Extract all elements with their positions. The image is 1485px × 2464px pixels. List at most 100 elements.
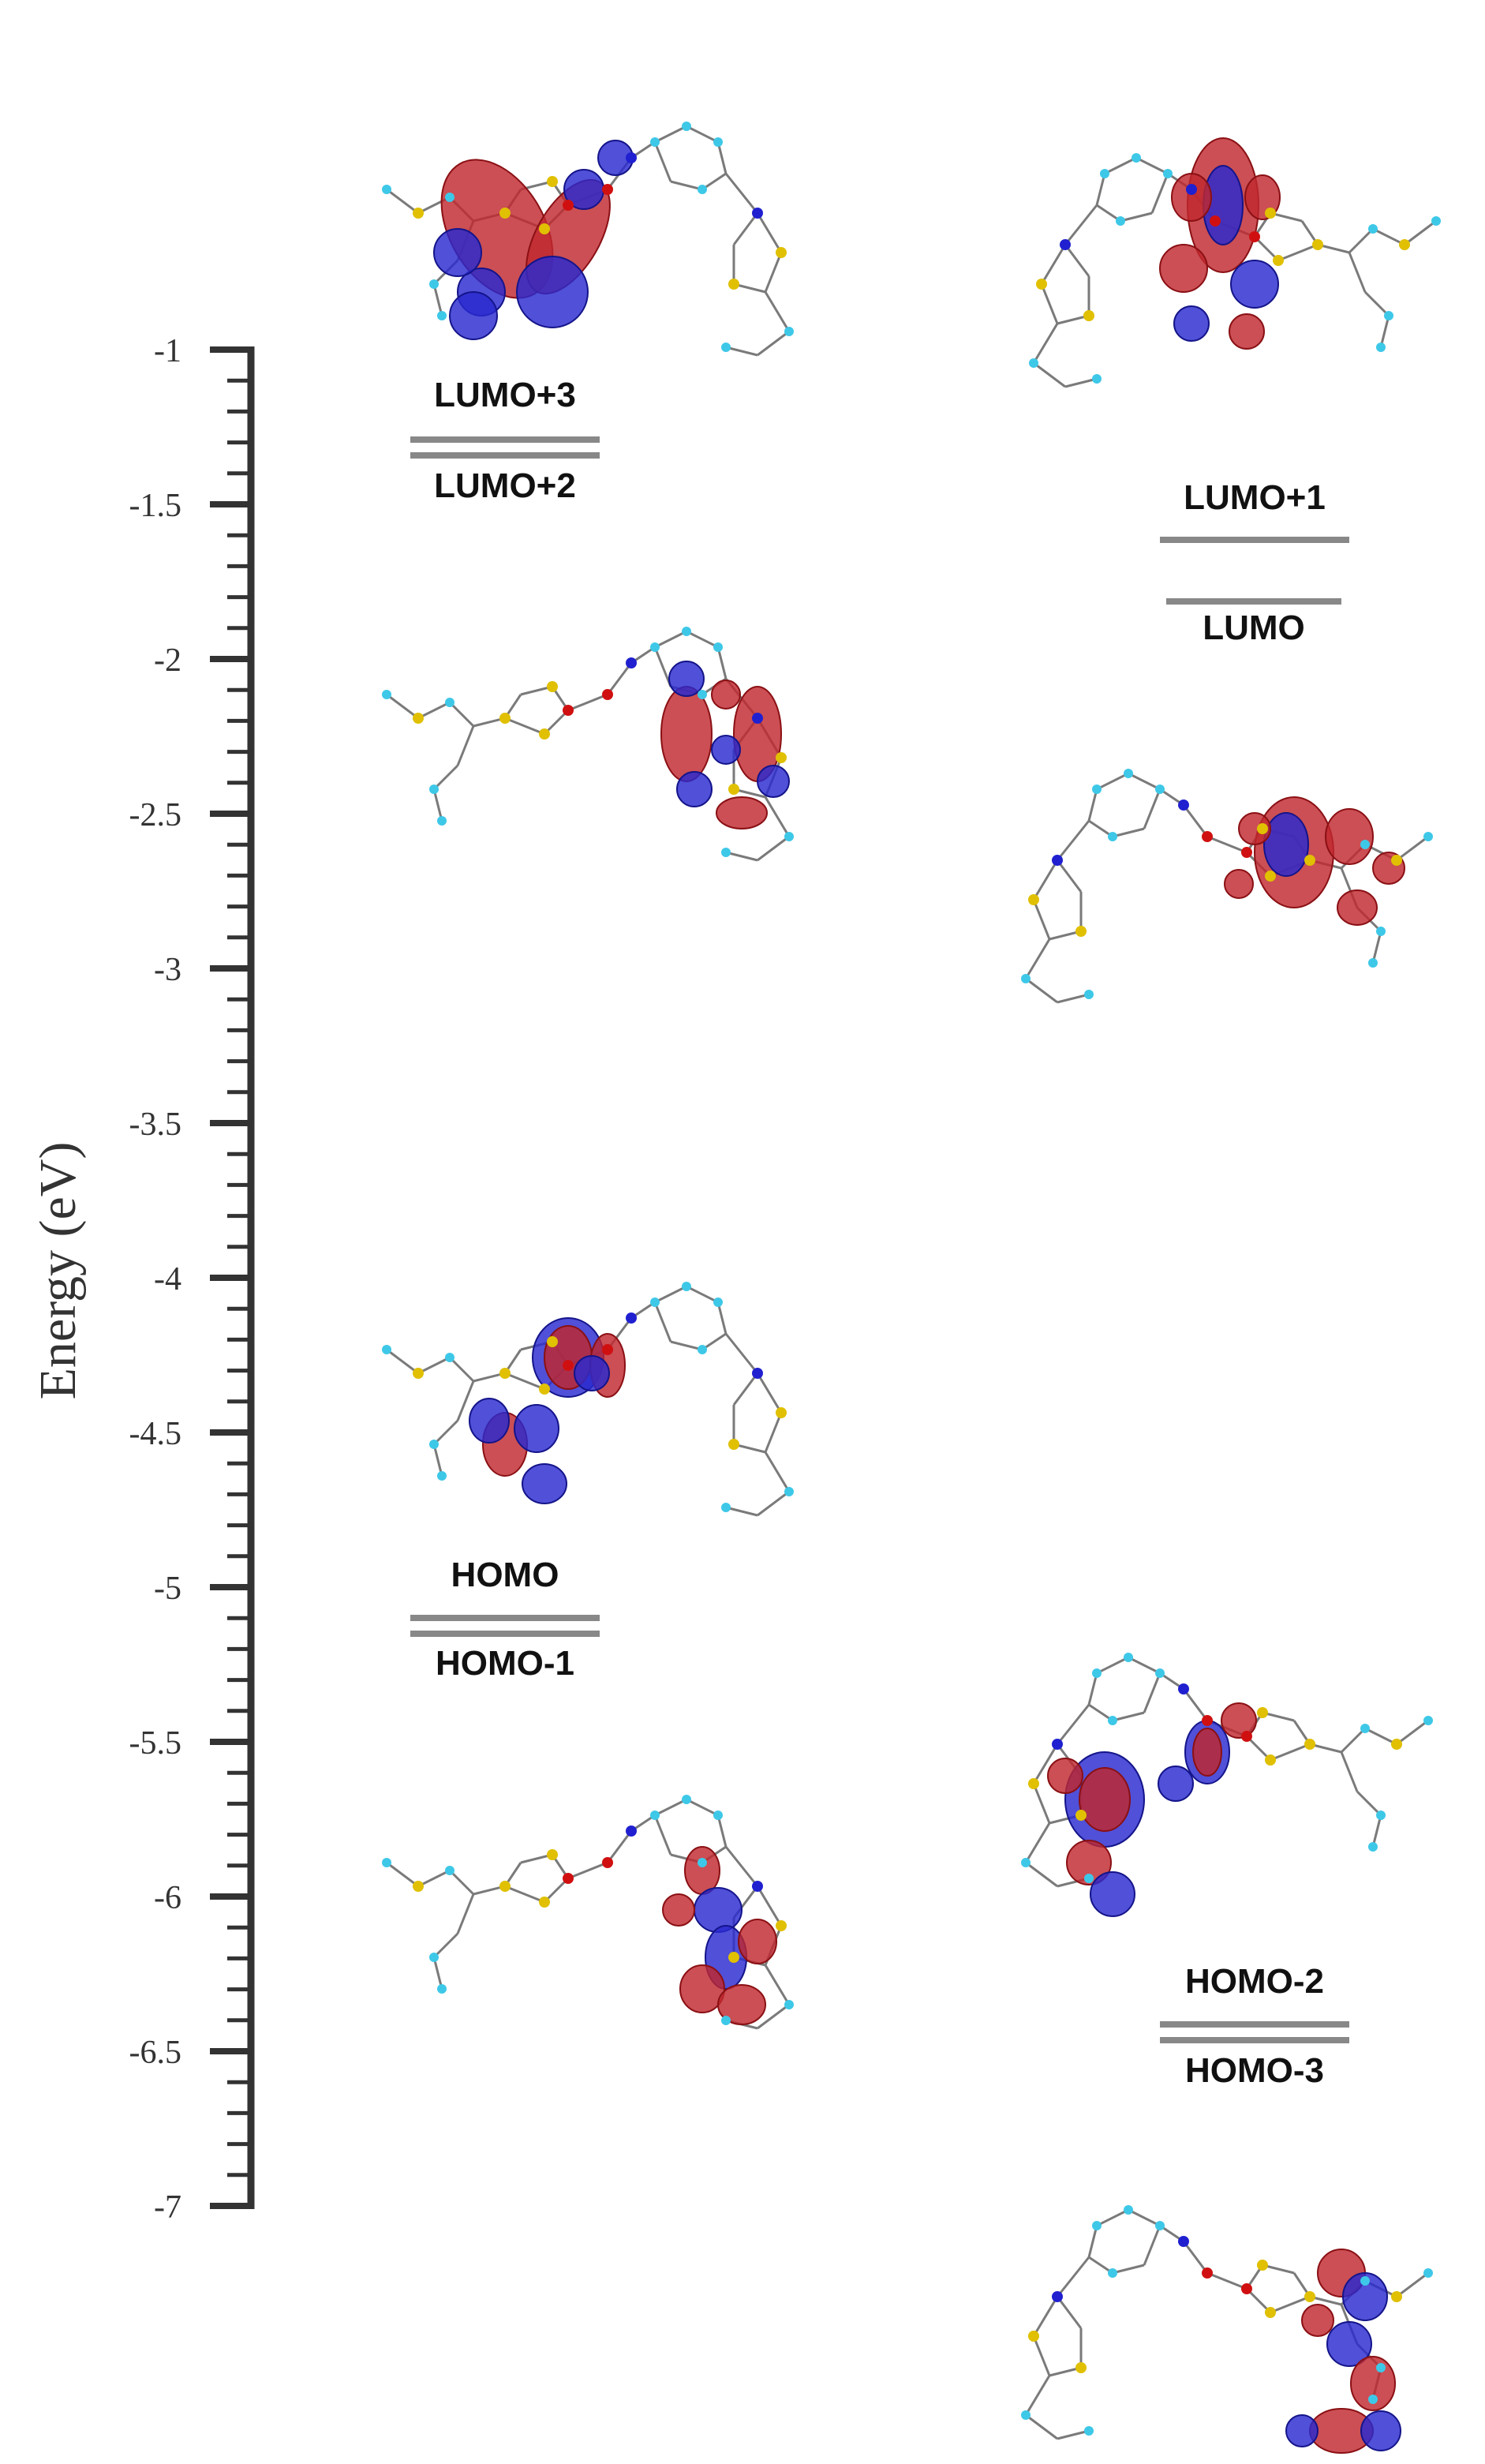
atom [445,1353,454,1362]
bond [1096,1656,1129,1675]
y-tick-label: -6.5 [129,2035,182,2071]
atom [499,713,511,724]
bond [1112,2264,1145,2275]
negative-lobe [1285,2414,1319,2447]
bond [1032,323,1059,364]
atom [1028,894,1039,905]
negative-lobe [522,1463,567,1504]
bond [1056,2296,1083,2329]
bond [504,1372,545,1391]
bond [1396,1719,1429,1746]
bond [606,662,633,695]
bond [756,212,783,253]
atom [437,311,447,320]
atom [776,247,787,258]
bond [1064,377,1098,388]
bond [757,2003,790,2030]
atom [626,657,637,668]
bond [1150,173,1169,214]
atom [626,152,637,163]
bond [732,212,759,245]
atom [1075,2362,1087,2373]
atom [1108,832,1117,841]
positive-lobe [716,796,768,829]
orbital-levels: LUMO+3 LUMO+2 LUMO+1 LUMO HOMO HOMO-1 HOMO-2 HO… [410,376,1349,2090]
bond [1253,235,1280,262]
bond [432,764,459,791]
atom [1108,1716,1117,1725]
bond [417,1869,451,1888]
atom [1391,2291,1402,2302]
bond [701,172,727,191]
atom [429,1953,439,1962]
y-tick-label: -3 [154,952,181,988]
bond [654,1285,687,1304]
atom [602,184,613,195]
atom [429,785,439,794]
atom [1376,927,1386,936]
bond [1088,1703,1113,1722]
molecule-homo-3 [1021,2205,1433,2454]
atom [682,1795,691,1804]
atom [713,1298,723,1307]
bond [1088,2256,1113,2275]
bond [1182,1688,1209,1721]
bond [1396,835,1429,862]
atom [1202,831,1213,842]
bond [386,1348,419,1375]
atom [382,185,391,194]
bond [432,1957,443,1990]
atom [602,1344,613,1355]
atom [1092,374,1102,384]
bond [654,125,687,144]
bond [1056,820,1090,861]
atom [650,642,660,652]
y-axis-label: Energy (eV) [29,1142,87,1400]
atom [776,752,787,763]
atom [1178,1683,1189,1694]
bond [1379,315,1390,348]
positive-lobe [684,1846,720,1895]
bond [1372,227,1405,246]
negative-lobe [449,291,498,340]
atom [721,343,731,352]
molecule-lumo [1021,769,1433,1004]
atom [1368,958,1378,968]
atom [698,690,707,699]
bond [1056,859,1083,893]
atom [1257,823,1268,834]
atom [437,1984,447,1994]
atom [698,1858,707,1867]
atom [1124,2205,1133,2215]
bond [1087,1672,1098,1706]
bond [1032,1783,1051,1824]
positive-lobe [711,680,741,710]
negative-lobe [1342,2272,1388,2321]
atom [1178,2236,1189,2247]
atom [784,327,794,336]
atom [539,223,550,234]
atom [499,1881,511,1892]
atom [539,1897,550,1908]
bond [1277,243,1319,262]
atom [650,137,660,147]
negative-lobe [757,765,790,798]
bond [1371,931,1382,964]
bond [1364,1727,1397,1746]
bond [1096,772,1129,791]
atom [1210,215,1221,227]
positive-lobe [717,1984,766,2025]
negative-lobe [676,771,713,807]
y-tick-label: -3.5 [129,1107,182,1143]
bond [653,1814,672,1855]
bond [1112,1711,1145,1722]
atom [563,705,574,716]
bond [1024,938,1051,979]
bond [1182,804,1209,837]
atom [682,1282,691,1291]
atom [1083,310,1094,321]
positive-lobe [738,1919,777,1964]
bond [1032,2335,1051,2376]
bond [448,1869,475,1896]
atom [1186,184,1197,195]
